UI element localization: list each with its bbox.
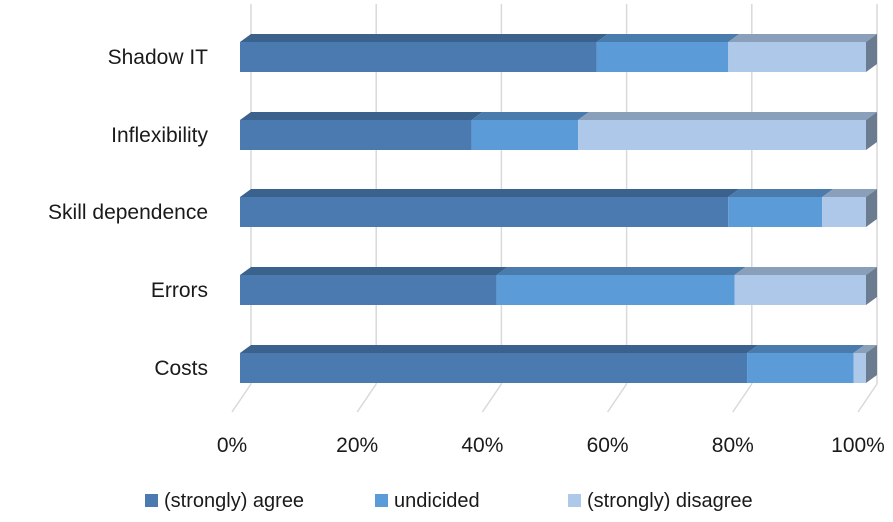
legend-label: undicided (394, 490, 480, 512)
bar-4-0 (240, 345, 759, 383)
legend-swatch (145, 494, 158, 507)
bars (240, 34, 877, 383)
bar-3-2 (734, 267, 877, 305)
legend-item: (strongly) disagree (568, 490, 753, 512)
floor-gridline-5 (857, 383, 878, 413)
category-label: Costs (154, 357, 208, 380)
floor-gridline-4 (732, 383, 753, 413)
floor-gridline-3 (606, 383, 628, 413)
category-label: Errors (151, 279, 208, 302)
category-label: Shadow IT (108, 46, 209, 69)
category-labels: Shadow IT Inflexibility Skill dependence Er… (48, 46, 208, 380)
floor-gridline-0 (231, 383, 252, 413)
legend-swatch (375, 494, 388, 507)
bar-4-1 (747, 345, 865, 383)
category-label: Inflexibility (111, 124, 208, 147)
category-label: Skill dependence (48, 201, 208, 224)
x-tick-label: 80% (712, 434, 754, 457)
bar-2-0 (240, 189, 740, 227)
x-tick-label: 20% (336, 434, 378, 457)
bar-2-2 (822, 189, 877, 227)
x-tick-labels: 0% 20% 40% 60% 80% 100% (217, 434, 885, 457)
bar-2-1 (728, 189, 834, 227)
bar-1-2 (578, 112, 877, 150)
legend-item: undicided (375, 490, 480, 512)
x-tick-label: 60% (587, 434, 629, 457)
legend-label: (strongly) agree (164, 490, 304, 512)
legend: (strongly) agree undicided (strongly) disa… (145, 490, 753, 512)
bar-4-2 (853, 345, 877, 383)
legend-label: (strongly) disagree (587, 490, 753, 512)
bar-3-0 (240, 267, 508, 305)
bar-0-1 (596, 34, 740, 72)
bar-1-0 (240, 112, 483, 150)
x-tick-label: 100% (831, 434, 885, 457)
bar-0-0 (240, 34, 608, 72)
bar-1-1 (471, 112, 590, 150)
bar-0-2 (728, 34, 877, 72)
x-tick-label: 0% (217, 434, 247, 457)
bar-3-1 (496, 267, 746, 305)
legend-item: (strongly) agree (145, 490, 304, 512)
floor-gridline-2 (481, 383, 503, 413)
legend-swatch (568, 494, 581, 507)
floor-gridline-1 (356, 383, 377, 413)
x-tick-label: 40% (461, 434, 503, 457)
